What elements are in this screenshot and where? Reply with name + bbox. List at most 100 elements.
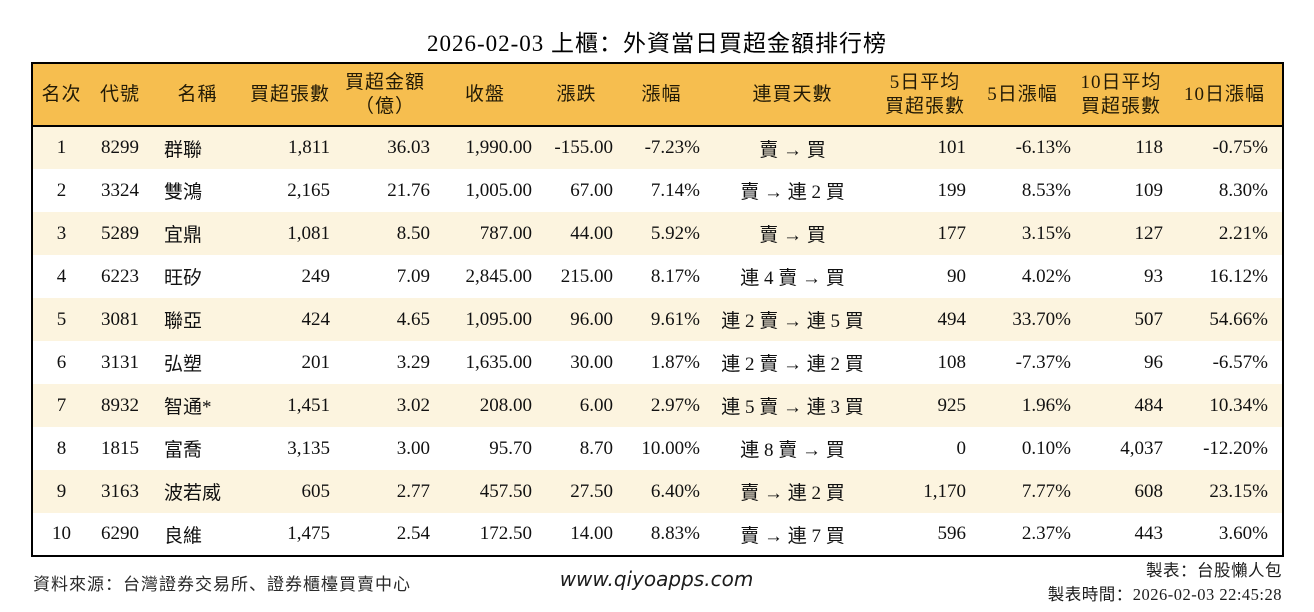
cell-change: 30.00 xyxy=(570,351,613,373)
cell-avg5-lots: 494 xyxy=(880,298,970,341)
cell-pct5: 8.53% xyxy=(1021,179,1071,201)
cell-net-buy-lots: 1,451 xyxy=(245,384,335,427)
cell-pct10: -6.57% xyxy=(1212,351,1268,373)
cell-avg5-lots: 0 xyxy=(956,437,967,459)
cell-buy-streak: 賣 → 買 xyxy=(705,212,880,255)
cell-name: 富喬 xyxy=(164,440,203,461)
cell-close: 1,095.00 xyxy=(435,298,535,341)
cell-avg5-lots: 177 xyxy=(880,212,970,255)
col-header-close: 收盤 xyxy=(435,63,535,127)
cell-code: 8932 xyxy=(90,384,150,427)
cell-avg5-lots: 101 xyxy=(880,126,970,169)
cell-name: 良維 xyxy=(164,525,203,547)
cell-buy-streak: 賣 → 連 2 買 xyxy=(740,182,845,203)
cell-pct10: 8.30% xyxy=(1218,179,1268,201)
cell-net-buy-lots: 1,475 xyxy=(287,523,330,544)
cell-change: 8.70 xyxy=(579,437,613,459)
cell-rank: 7 xyxy=(32,384,90,427)
cell-change-pct: 6.40% xyxy=(618,470,705,513)
col-header-buy-streak: 連買天數 xyxy=(705,63,880,127)
cell-avg10-lots: 118 xyxy=(1075,126,1167,169)
cell-close: 1,005.00 xyxy=(465,179,533,201)
cell-net-buy-amount: 8.50 xyxy=(335,212,435,255)
cell-change-pct: 8.17% xyxy=(650,265,700,287)
cell-name: 智通* xyxy=(150,384,245,427)
cell-name: 波若威 xyxy=(150,470,245,513)
cell-buy-streak: 連 8 賣 → 買 xyxy=(740,440,845,461)
cell-pct5: -7.37% xyxy=(1015,351,1071,373)
table-row: 2 3324 雙鴻 2,165 21.76 1,005.00 67.00 7.14% 賣 → 連… xyxy=(32,169,1283,212)
cell-pct10: 3.60% xyxy=(1218,523,1268,544)
cell-pct5: 1.96% xyxy=(970,384,1075,427)
cell-close: 208.00 xyxy=(435,384,535,427)
table-row: 5 3081 聯亞 424 4.65 1,095.00 96.00 9.61% 連 2 賣 → … xyxy=(32,298,1283,341)
cell-rank: 5 xyxy=(32,298,90,341)
cell-close: 95.70 xyxy=(489,437,532,459)
cell-name: 群聯 xyxy=(150,126,245,169)
col-header-net-buy-lots: 買超張數 xyxy=(245,63,335,127)
cell-avg10-lots: 484 xyxy=(1075,384,1167,427)
cell-pct5: 7.77% xyxy=(970,470,1075,513)
table-body: 1 8299 群聯 1,811 36.03 1,990.00 -155.00 -7.23% 賣 … xyxy=(32,126,1283,556)
cell-rank: 2 xyxy=(56,179,67,201)
cell-code: 8299 xyxy=(90,126,150,169)
cell-avg10-lots: 109 xyxy=(1134,179,1164,201)
col-header-pct5: 5日漲幅 xyxy=(970,63,1075,127)
cell-name: 旺矽 xyxy=(164,268,203,289)
cell-net-buy-lots: 1,811 xyxy=(245,126,335,169)
cell-code: 1815 xyxy=(101,437,139,459)
cell-pct10: -0.75% xyxy=(1167,126,1283,169)
cell-avg5-lots: 90 xyxy=(947,265,966,287)
cell-close: 172.50 xyxy=(479,523,532,544)
footer: 資料來源：台灣證券交易所、證券櫃檯買賣中心 www.qiyoapps.com 製… xyxy=(31,558,1282,612)
cell-pct5: 4.02% xyxy=(1021,265,1071,287)
cell-pct10: 23.15% xyxy=(1167,470,1283,513)
cell-pct10: 54.66% xyxy=(1167,298,1283,341)
cell-avg10-lots: 443 xyxy=(1134,523,1164,544)
col-header-name: 名稱 xyxy=(150,63,245,127)
cell-avg10-lots: 507 xyxy=(1075,298,1167,341)
cell-avg10-lots: 96 xyxy=(1144,351,1163,373)
cell-rank: 1 xyxy=(32,126,90,169)
cell-net-buy-lots: 249 xyxy=(301,265,331,287)
cell-change-pct: 7.14% xyxy=(650,179,700,201)
cell-code: 3324 xyxy=(101,179,139,201)
cell-close: 787.00 xyxy=(435,212,535,255)
generated-at-label: 製表時間：2026-02-03 22:45:28 xyxy=(1047,585,1282,604)
cell-close: 1,635.00 xyxy=(465,351,533,373)
cell-buy-streak: 賣 → 買 xyxy=(705,126,880,169)
cell-close: 457.50 xyxy=(435,470,535,513)
table-row: 8 1815 富喬 3,135 3.00 95.70 8.70 10.00% 連 8 賣 → 買… xyxy=(32,427,1283,470)
cell-code: 3163 xyxy=(90,470,150,513)
page-title: 2026-02-03 上櫃：外資當日買超金額排行榜 xyxy=(426,31,888,56)
cell-pct10: 16.12% xyxy=(1209,265,1268,287)
cell-pct5: 33.70% xyxy=(970,298,1075,341)
cell-avg5-lots: 199 xyxy=(937,179,967,201)
cell-change: -155.00 xyxy=(535,126,618,169)
cell-code: 6223 xyxy=(101,265,139,287)
cell-name: 聯亞 xyxy=(150,298,245,341)
cell-buy-streak: 賣 → 連 7 買 xyxy=(740,525,845,547)
cell-net-buy-lots: 2,165 xyxy=(287,179,330,201)
credits-block: 製表：台股懶人包 製表時間：2026-02-03 22:45:28 xyxy=(1048,559,1282,607)
cell-rank: 10 xyxy=(52,523,71,544)
cell-change: 6.00 xyxy=(535,384,618,427)
data-source-label: 資料來源：台灣證券交易所、證券櫃檯買賣中心 xyxy=(33,575,411,594)
cell-buy-streak: 連 2 賣 → 連 2 買 xyxy=(721,354,864,375)
cell-net-buy-lots: 201 xyxy=(301,351,331,373)
cell-avg10-lots: 127 xyxy=(1075,212,1167,255)
table-row: 9 3163 波若威 605 2.77 457.50 27.50 6.40% 賣 → 連 2 買… xyxy=(32,470,1283,513)
cell-change: 27.50 xyxy=(535,470,618,513)
cell-rank: 9 xyxy=(32,470,90,513)
cell-code: 3081 xyxy=(90,298,150,341)
cell-pct5: 3.15% xyxy=(970,212,1075,255)
cell-change: 14.00 xyxy=(570,523,613,544)
table-row: 10 6290 良維 1,475 2.54 172.50 14.00 8.83% 賣 → 連 7… xyxy=(32,513,1283,556)
table-row: 4 6223 旺矽 249 7.09 2,845.00 215.00 8.17% 連 4 賣 →… xyxy=(32,255,1283,298)
table-row: 7 8932 智通* 1,451 3.02 208.00 6.00 2.97% 連 5 賣 → … xyxy=(32,384,1283,427)
cell-change-pct: 10.00% xyxy=(641,437,700,459)
cell-avg5-lots: 108 xyxy=(937,351,967,373)
cell-net-buy-amount: 3.02 xyxy=(335,384,435,427)
author-label: 製表：台股懶人包 xyxy=(1146,561,1282,580)
